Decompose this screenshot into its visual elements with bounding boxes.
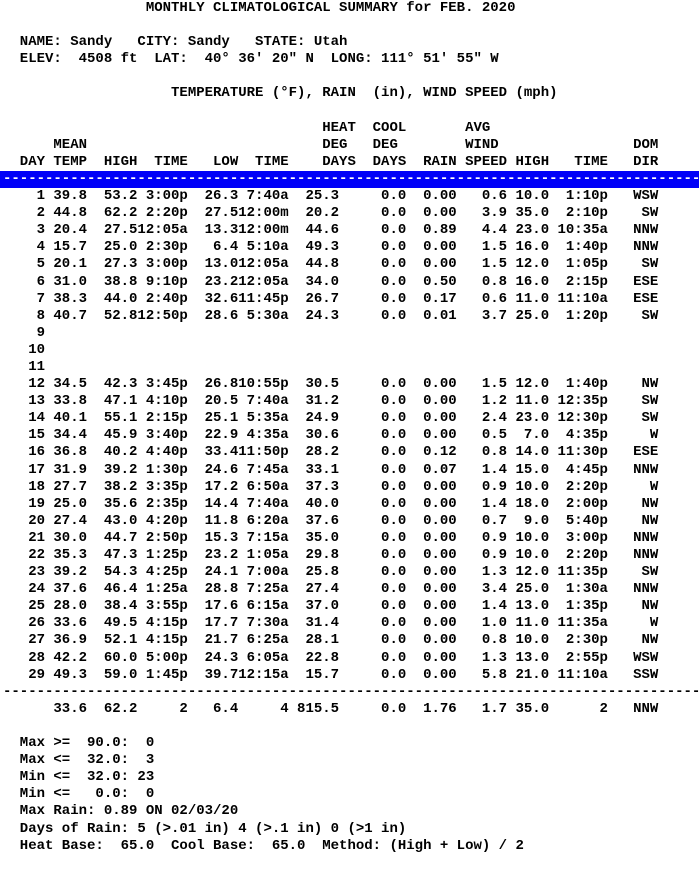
report-body: 1 39.8 53.2 3:00p 26.3 7:40a 25.3 0.0 0.…	[3, 188, 699, 854]
selected-separator-row: ----------------------------------------…	[0, 170, 699, 189]
report-header: MONTHLY CLIMATOLOGICAL SUMMARY for FEB. …	[19, 0, 659, 170]
